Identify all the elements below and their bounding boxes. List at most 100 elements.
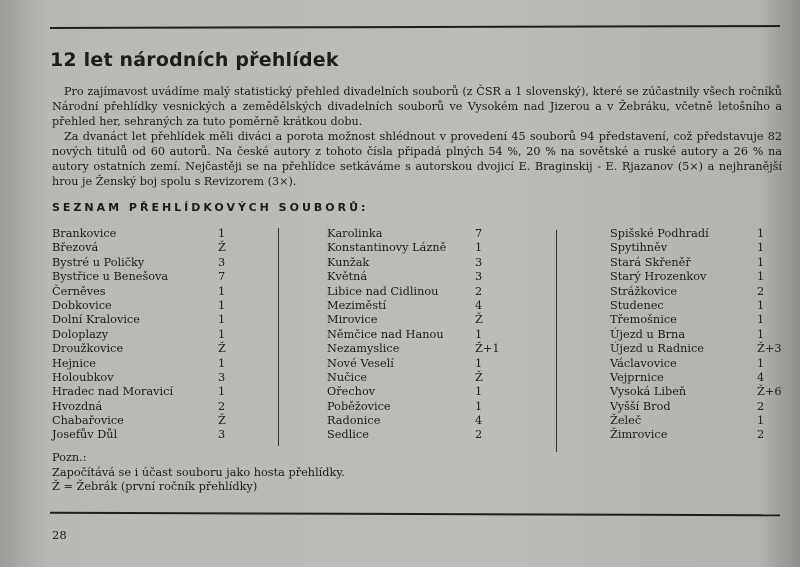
- participation-count: 2: [475, 284, 483, 298]
- participation-count: 1: [218, 356, 226, 370]
- ensemble-row: Spytihněv 1: [610, 241, 764, 255]
- column-divider: [278, 228, 279, 446]
- participation-count: 1: [218, 385, 226, 399]
- ensemble-name: Droužkovice: [52, 342, 124, 356]
- participation-count: 1: [757, 298, 765, 312]
- ensemble-row: Květná 3: [327, 270, 482, 284]
- ensemble-name: Černěves: [52, 284, 106, 298]
- ensemble-column-3: Spišské Podhradí 1 Spytihněv 1 Stará Skřeněř…: [610, 227, 782, 443]
- ensemble-row: Spišské Podhradí 1: [610, 227, 764, 241]
- participation-count: 1: [757, 270, 765, 284]
- participation-count: 4: [475, 298, 483, 312]
- ensemble-row: Nové Veselí 1: [327, 357, 482, 371]
- intro-text: Pro zajímavost uvádíme malý statistický …: [52, 84, 782, 189]
- top-rule: [49, 25, 781, 29]
- ensemble-name: Bystřice u Benešova: [52, 270, 169, 284]
- ensemble-row: Želeč 1: [610, 414, 764, 428]
- ensemble-row: Libice nad Cidlinou 2: [327, 285, 482, 299]
- participation-count: Ž: [475, 313, 483, 327]
- ensemble-row: Vejprnice 4: [610, 371, 764, 385]
- ensemble-row: Hejnice 1: [52, 356, 225, 371]
- ensemble-row: Mirovice Ž: [327, 313, 483, 327]
- participation-count: Ž+3: [757, 342, 782, 356]
- ensemble-row: Nučice Ž: [327, 371, 483, 385]
- ensemble-name: Konstantinovy Lázně: [327, 241, 447, 255]
- ensemble-name: Vyšší Brod: [610, 399, 671, 413]
- participation-count: 7: [218, 270, 226, 284]
- ensemble-name: Holoubkov: [52, 370, 114, 384]
- ensemble-name: Dobkovice: [52, 298, 112, 312]
- ensemble-name: Strážkovice: [610, 284, 678, 298]
- ensemble-name: Mirovice: [327, 313, 378, 327]
- list-heading: SEZNAM PŘEHLÍDKOVÝCH SOUBORŮ:: [52, 201, 369, 214]
- ensemble-row: Sedlice 2: [327, 428, 482, 442]
- ensemble-name: Újezd u Brna: [610, 327, 686, 341]
- ensemble-name: Studenec: [610, 298, 664, 312]
- page-number: 28: [52, 528, 67, 542]
- paragraph: Pro zajímavost uvádíme malý statistický …: [52, 85, 782, 128]
- ensemble-name: Květná: [327, 270, 368, 284]
- ensemble-row: Konstantinovy Lázně 1: [327, 241, 482, 255]
- ensemble-row: Ořechov 1: [327, 385, 482, 399]
- ensemble-row: Josefův Důl 3: [52, 428, 225, 442]
- participation-count: 2: [757, 284, 765, 298]
- bottom-rule: [49, 511, 781, 517]
- participation-count: 1: [218, 298, 226, 312]
- ensemble-row: Holoubkov 3: [52, 370, 225, 385]
- participation-count: 4: [475, 414, 483, 428]
- footnote: Pozn.: Započítává se i účast souboru jak…: [52, 451, 345, 495]
- participation-count: 2: [757, 399, 765, 413]
- ensemble-row: Strážkovice 2: [610, 284, 764, 299]
- ensemble-name: Václavovice: [610, 356, 677, 370]
- ensemble-row: Bystřice u Benešova 7: [52, 270, 225, 284]
- ensemble-name: Žimrovice: [610, 428, 668, 442]
- ensemble-row: Hvozdná 2: [52, 400, 225, 414]
- ensemble-name: Hejnice: [52, 356, 96, 370]
- ensemble-name: Meziměstí: [327, 298, 387, 312]
- ensemble-name: Poběžovice: [327, 399, 391, 413]
- participation-count: 1: [218, 327, 226, 341]
- participation-count: 3: [475, 270, 483, 284]
- ensemble-row: Hradec nad Moravicí 1: [52, 385, 225, 399]
- ensemble-name: Nezamyslice: [327, 342, 400, 356]
- participation-count: 7: [475, 227, 483, 240]
- participation-count: 3: [475, 255, 483, 269]
- ensemble-name: Spytihněv: [610, 241, 668, 255]
- ensemble-row: Radonice 4: [327, 414, 482, 428]
- ensemble-row: Černěves 1: [52, 284, 225, 299]
- ensemble-name: Brankovice: [52, 227, 117, 240]
- participation-count: 1: [757, 356, 765, 370]
- ensemble-name: Želeč: [610, 414, 642, 428]
- ensemble-name: Ořechov: [327, 385, 376, 399]
- ensemble-row: Dobkovice 1: [52, 298, 225, 313]
- ensemble-row: Němčice nad Hanou 1: [327, 327, 482, 342]
- ensemble-name: Josefův Důl: [52, 428, 118, 442]
- participation-count: 1: [757, 227, 765, 240]
- ensemble-row: Vysoká Libeň Ž+6: [610, 385, 782, 399]
- participation-count: Ž: [475, 370, 483, 384]
- ensemble-row: Studenec 1: [610, 298, 764, 313]
- ensemble-row: Stará Skřeněř 1: [610, 256, 764, 270]
- footnote-line: Započítává se i účast souboru jako hosta…: [52, 465, 345, 479]
- ensemble-row: Karolinka 7: [327, 227, 482, 241]
- participation-count: 1: [757, 327, 765, 341]
- participation-count: 3: [218, 428, 226, 442]
- ensemble-column-2: Karolinka 7 Konstantinovy Lázně 1 Kunžak 3 Kvě…: [327, 227, 500, 443]
- ensemble-column-1: Brankovice 1 Březová Ž Bystré u Poličky 3 Byst…: [52, 227, 226, 443]
- ensemble-name: Bystré u Poličky: [52, 255, 145, 269]
- ensemble-row: Bystré u Poličky 3: [52, 255, 225, 270]
- ensemble-name: Radonice: [327, 414, 381, 428]
- ensemble-name: Újezd u Radnice: [610, 342, 704, 356]
- ensemble-name: Němčice nad Hanou: [327, 327, 444, 341]
- ensemble-name: Doloplazy: [52, 327, 109, 341]
- footnote-label: Pozn.:: [52, 451, 87, 464]
- ensemble-name: Hradec nad Moravicí: [52, 385, 174, 399]
- ensemble-name: Spišské Podhradí: [610, 227, 709, 240]
- ensemble-row: Poběžovice 1: [327, 399, 482, 414]
- ensemble-row: Chabařovice Ž: [52, 414, 226, 428]
- ensemble-name: Třemošnice: [610, 313, 677, 327]
- participation-count: Ž: [218, 342, 226, 356]
- participation-count: Ž+1: [475, 342, 500, 356]
- ensemble-name: Vysoká Libeň: [610, 385, 687, 399]
